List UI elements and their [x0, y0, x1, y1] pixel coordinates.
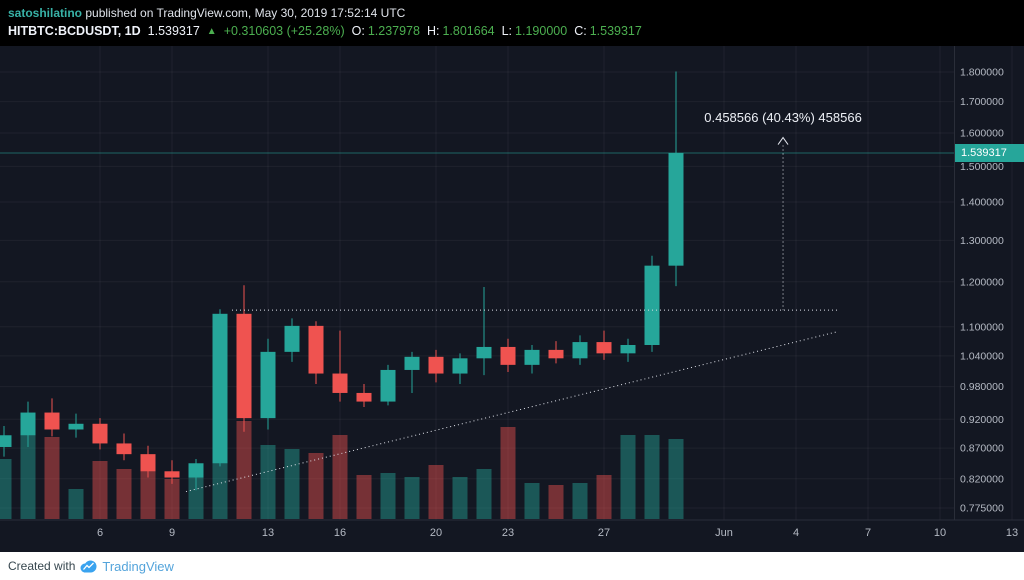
trendlines[interactable] [185, 309, 839, 493]
symbol-title[interactable]: HITBTC:BCDUSDT, 1D [8, 24, 141, 38]
axes [0, 46, 1024, 521]
svg-text:1.400000: 1.400000 [960, 197, 1004, 209]
svg-text:0.870000: 0.870000 [960, 443, 1004, 455]
measurement-drawing[interactable] [777, 136, 789, 311]
candles[interactable] [0, 71, 684, 491]
svg-text:13: 13 [262, 527, 274, 539]
svg-text:6: 6 [97, 527, 103, 539]
svg-text:0.980000: 0.980000 [960, 381, 1004, 393]
svg-text:0.820000: 0.820000 [960, 473, 1004, 485]
svg-text:1.300000: 1.300000 [960, 235, 1004, 247]
ohlc-close: C: 1.539317 [574, 24, 642, 38]
svg-text:1.800000: 1.800000 [960, 67, 1004, 79]
svg-text:1.700000: 1.700000 [960, 96, 1004, 108]
ohlc-high: H: 1.801664 [426, 24, 495, 38]
symbol-info-bar: HITBTC:BCDUSDT, 1D 1.539317 ▲ +0.310603 … [8, 22, 1024, 41]
svg-text:0.775000: 0.775000 [960, 503, 1004, 515]
svg-text:Jun: Jun [715, 527, 733, 539]
svg-text:13: 13 [1006, 527, 1018, 539]
time-axis[interactable]: 6 9 13 16 20 23 27 Jun 4 7 10 13 [97, 527, 1018, 539]
measurement-label[interactable]: 0.458566 (40.43%) 458566 [704, 109, 862, 125]
grid-lines [0, 46, 1013, 520]
ohlc-open: O: 1.237978 [351, 24, 420, 38]
price-axis[interactable]: 1.800000 1.700000 1.600000 1.500000 1.400000… [960, 67, 1004, 515]
svg-text:27: 27 [598, 527, 610, 539]
svg-text:1.040000: 1.040000 [960, 350, 1004, 362]
publish-header: satoshilatino published on TradingView.c… [0, 0, 1024, 46]
svg-text:16: 16 [334, 527, 346, 539]
price-change: +0.310603 (+25.28%) [223, 24, 345, 38]
svg-text:7: 7 [865, 527, 871, 539]
svg-text:10: 10 [934, 527, 946, 539]
up-arrow-icon: ▲ [206, 26, 217, 37]
attribution-footer: Created with TradingView [0, 552, 1024, 580]
last-price-value: 1.539317 [147, 24, 200, 38]
created-with-text: Created with [8, 559, 76, 573]
candlestick-chart[interactable]: 1.800000 1.700000 1.600000 1.500000 1.400000… [0, 46, 1024, 552]
svg-text:4: 4 [793, 527, 799, 539]
volume-bars [0, 421, 684, 519]
svg-text:1.100000: 1.100000 [960, 321, 1004, 333]
svg-text:0.920000: 0.920000 [960, 414, 1004, 426]
svg-text:20: 20 [430, 527, 442, 539]
svg-text:9: 9 [169, 527, 175, 539]
byline: satoshilatino published on TradingView.c… [8, 5, 1024, 22]
last-price-axis-label: 1.539317 [955, 143, 1024, 162]
svg-text:1.500000: 1.500000 [960, 161, 1004, 173]
chart-area[interactable]: 1.800000 1.700000 1.600000 1.500000 1.400000… [0, 46, 1024, 552]
tradingview-wordmark[interactable]: TradingView [102, 558, 174, 574]
svg-text:1.200000: 1.200000 [960, 276, 1004, 288]
author-username[interactable]: satoshilatino [8, 6, 83, 20]
ohlc-low: L: 1.190000 [501, 24, 568, 38]
svg-text:23: 23 [502, 527, 514, 539]
tradingview-logo-icon[interactable] [80, 560, 97, 573]
publish-info: published on TradingView.com, May 30, 20… [82, 6, 406, 20]
svg-text:1.600000: 1.600000 [960, 127, 1004, 139]
